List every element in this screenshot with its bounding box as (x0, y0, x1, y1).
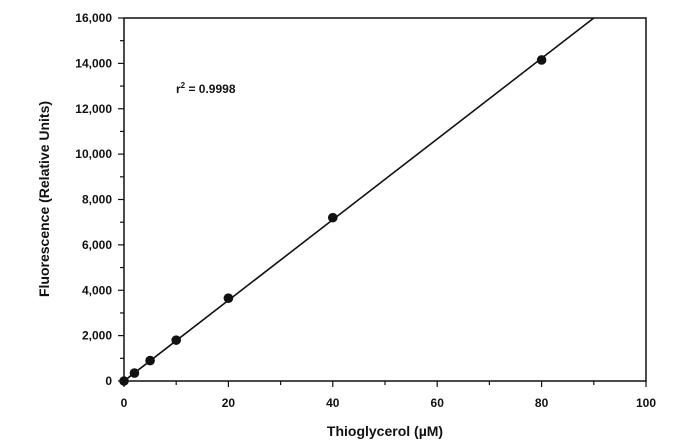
y-axis-ticks: 0 2,000 4,000 6,000 8,000 10,000 12,000 14,000 1… (75, 11, 124, 388)
y-tick-label: 2,000 (82, 329, 112, 343)
x-tick-label: 100 (636, 396, 656, 410)
data-point (536, 55, 547, 65)
plot-frame (123, 17, 647, 382)
x-tick-label: 40 (326, 396, 340, 410)
annotation-r-squared: r2 = 0.9998 (176, 81, 236, 96)
data-point (129, 368, 140, 378)
y-tick-label: 8,000 (82, 193, 112, 207)
data-point (145, 355, 155, 366)
x-tick-label: 20 (222, 396, 236, 410)
x-tick-label: 60 (431, 396, 445, 410)
y-tick-label: 0 (105, 374, 112, 388)
y-tick-label: 4,000 (82, 283, 112, 297)
y-tick-label: 12,000 (75, 102, 112, 116)
fit-line (123, 17, 595, 382)
x-tick-label: 0 (121, 396, 128, 410)
data-point (119, 376, 129, 386)
x-axis-label: Thioglycerol (µM) (327, 423, 443, 439)
data-points (119, 55, 547, 386)
x-axis-ticks: 0 20 40 60 80 100 (121, 381, 656, 410)
data-point (328, 212, 338, 223)
x-tick-label: 80 (535, 396, 549, 410)
y-tick-label: 10,000 (75, 147, 112, 161)
fit-line-group (123, 17, 595, 382)
y-axis-label: Fluorescence (Relative Units) (36, 101, 52, 297)
y-tick-label: 14,000 (75, 56, 112, 70)
data-point (171, 335, 181, 345)
data-point (223, 293, 234, 303)
y-tick-label: 16,000 (75, 11, 112, 25)
y-tick-label: 6,000 (82, 238, 112, 252)
